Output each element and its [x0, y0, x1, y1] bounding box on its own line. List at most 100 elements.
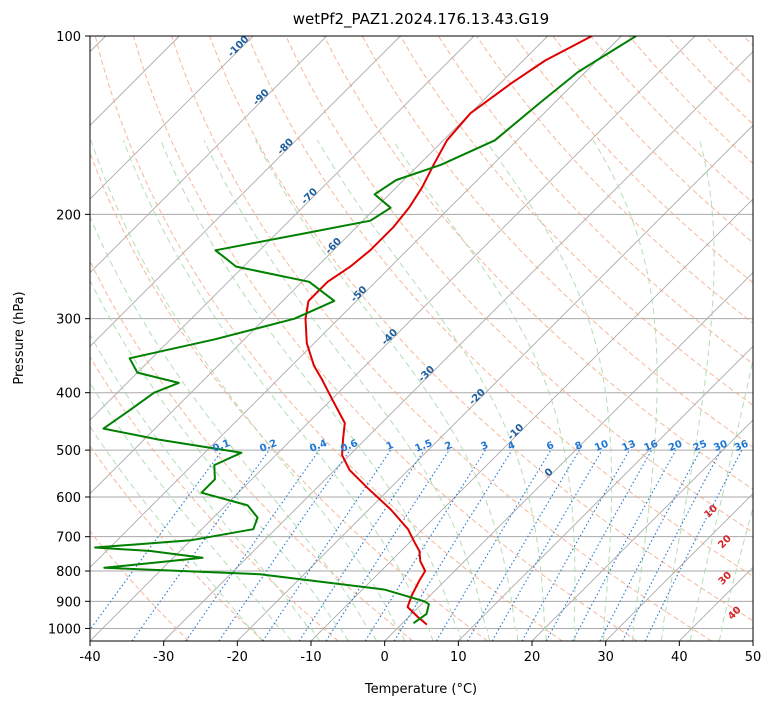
mixing-ratio-line	[218, 449, 351, 641]
y-tick-label: 800	[56, 565, 81, 580]
isotherm-line	[752, 640, 753, 641]
moist-adiabat-label: 20	[716, 533, 734, 551]
y-axis-label: Pressure (hPa)	[12, 291, 27, 384]
mixing-ratio-line	[599, 449, 701, 641]
x-tick-label: 10	[450, 650, 467, 665]
mixing-ratio-line	[435, 449, 552, 641]
dry-adiabat	[247, 36, 753, 577]
dry-adiabat	[666, 36, 753, 125]
dry-adiabat	[90, 445, 264, 641]
dry-adiabat	[514, 36, 753, 284]
moist-adiabat	[90, 381, 292, 641]
x-tick-label: 40	[671, 650, 688, 665]
dry-adiabat	[323, 36, 753, 490]
dry-adiabat	[285, 36, 753, 534]
moist-adiabat-label: 30	[717, 570, 735, 588]
mixing-ratio-label: 13	[621, 439, 638, 454]
mixing-ratio-line	[131, 449, 270, 641]
dry-adiabat	[704, 36, 753, 86]
isotherm-line	[90, 36, 475, 421]
isotherm-label: 0	[543, 466, 556, 479]
isotherm-label: -60	[324, 236, 345, 257]
isotherm-line	[90, 36, 401, 347]
mixing-ratio-label: 10	[593, 439, 610, 454]
x-axis-label: Temperature (°C)	[364, 682, 477, 697]
x-tick-label: -30	[153, 650, 174, 665]
isotherm-line	[384, 272, 753, 641]
moist-adiabat	[689, 357, 753, 641]
isotherm-line	[90, 36, 548, 495]
mixing-ratio-label: 0.4	[308, 438, 329, 455]
isotherm-line	[90, 36, 622, 568]
isotherm-line	[458, 345, 753, 641]
mixing-ratio-label: 0.1	[211, 438, 232, 455]
isotherm-line	[237, 124, 753, 641]
y-tick-label: 1000	[48, 622, 81, 637]
y-tick-label: 500	[56, 444, 81, 459]
moist-adiabat	[90, 425, 263, 641]
y-tick-label: 100	[56, 30, 81, 45]
dry-adiabat	[171, 36, 712, 641]
mixing-ratio-line	[393, 449, 513, 641]
moist-adiabat	[90, 140, 406, 641]
mixing-ratio-label: 20	[667, 439, 684, 454]
x-tick-label: 50	[745, 650, 762, 665]
isotherm-label: -50	[349, 284, 370, 305]
mixing-ratio-label: 16	[643, 439, 660, 454]
isotherm-label: -10	[506, 422, 527, 443]
mixing-ratio-line	[572, 449, 677, 641]
mixing-ratio-line	[621, 449, 722, 641]
dry-adiabat	[437, 36, 753, 365]
moist-adiabat	[660, 140, 715, 641]
isotherm-label: -40	[380, 327, 401, 348]
mixing-ratio-line	[185, 449, 320, 641]
moist-adiabat	[392, 140, 576, 641]
x-tick-label: -40	[79, 650, 100, 665]
isotherm-label: -80	[276, 137, 297, 158]
mixing-ratio-line	[521, 449, 630, 641]
y-tick-label: 400	[56, 387, 81, 402]
moist-adiabat	[203, 140, 490, 641]
y-tick-label: 200	[56, 208, 81, 223]
mixing-ratio-line	[298, 449, 425, 641]
mixing-ratio-label: 8	[574, 440, 585, 453]
moist-adiabat	[160, 140, 462, 641]
mixing-ratio-label: 3	[480, 440, 491, 453]
moist-adiabat-label: 40	[726, 605, 744, 623]
moist-adiabat	[90, 279, 349, 641]
x-tick-label: 0	[381, 650, 389, 665]
isotherm-label: -100	[226, 34, 252, 60]
isotherm-label: -20	[467, 387, 488, 408]
dry-adiabat	[90, 151, 488, 641]
dry-adiabat	[94, 36, 563, 641]
dry-adiabat	[590, 36, 753, 204]
isotherm-line	[163, 51, 753, 641]
moist-adiabat	[718, 505, 753, 641]
dry-adiabat	[743, 36, 753, 47]
mixing-ratio-line	[325, 449, 450, 641]
mixing-ratio-line	[644, 449, 743, 641]
moist-adiabat	[485, 140, 613, 641]
dry-adiabat	[476, 36, 753, 324]
mixing-ratio-line	[90, 449, 223, 631]
isotherm-label: -70	[300, 186, 321, 207]
mixing-ratio-label: 6	[545, 440, 556, 453]
isotherm-label: -90	[251, 87, 272, 108]
temperature-profile	[304, 36, 593, 626]
y-tick-label: 300	[56, 313, 81, 328]
chart-title: wetPf2_PAZ1.2024.176.13.43.G19	[293, 10, 549, 29]
isotherm-line	[90, 36, 327, 274]
isotherm-line	[605, 493, 753, 641]
x-tick-label: 20	[524, 650, 541, 665]
plot-frame	[89, 35, 754, 642]
mixing-ratio-line	[262, 449, 392, 641]
dry-adiabat	[90, 530, 190, 641]
dewpoint-profile	[94, 36, 637, 625]
isotherm-line	[679, 566, 753, 641]
x-tick-label: 30	[597, 650, 614, 665]
mixing-ratio-label: 36	[733, 439, 750, 454]
mixing-ratio-label: 1.5	[414, 438, 435, 455]
isotherm-line	[531, 419, 753, 641]
moist-adiabat	[90, 333, 321, 641]
